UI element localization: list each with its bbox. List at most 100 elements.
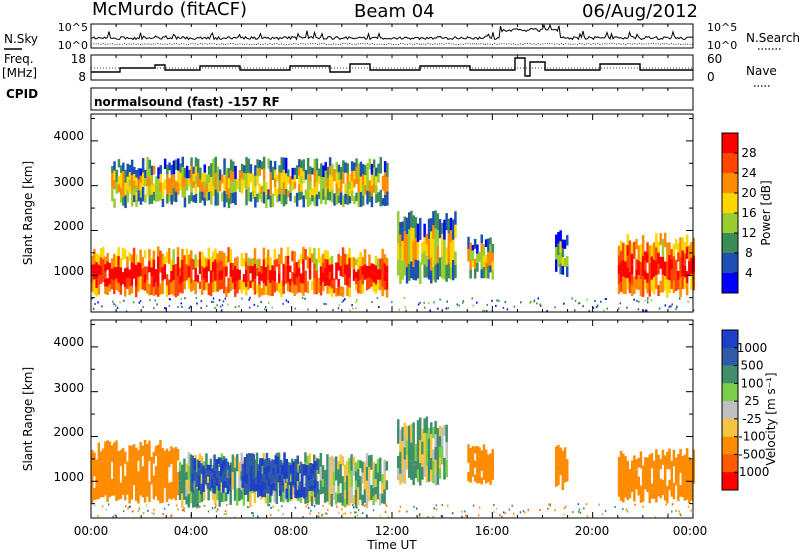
xtick-2000: 20:00 [575, 524, 610, 538]
heatmap-cell [423, 223, 426, 238]
heatmap-cell [427, 460, 431, 471]
heatmap-cell [365, 503, 367, 506]
heatmap-cell [670, 487, 673, 497]
heatmap-cell [467, 453, 470, 463]
heatmap-cell [403, 216, 407, 232]
heatmap-cell [432, 516, 435, 518]
heatmap-cell [159, 173, 162, 183]
heatmap-cell [302, 283, 305, 296]
heatmap-cell [440, 515, 443, 518]
heatmap-cell [308, 258, 312, 269]
heatmap-cell [408, 229, 411, 247]
heatmap-cell [163, 179, 167, 190]
heatmap-cell [130, 270, 134, 278]
heatmap-cell [372, 487, 375, 497]
heatmap-cell [337, 278, 340, 288]
heatmap-cell [549, 503, 551, 506]
heatmap-cell [273, 281, 277, 293]
heatmap-cell [383, 254, 387, 264]
heatmap-cell [412, 241, 415, 254]
heatmap-cell [122, 171, 125, 180]
heatmap-cell [205, 282, 208, 291]
heatmap-cell [216, 253, 219, 263]
heatmap-cell [659, 233, 662, 245]
heatmap-cell [624, 489, 627, 498]
heatmap-cell [117, 282, 120, 292]
heatmap-cell [379, 279, 382, 291]
heatmap-cell [668, 267, 671, 281]
heatmap-cell [348, 489, 351, 506]
heatmap-cell [685, 246, 689, 259]
heatmap-cell [183, 507, 185, 510]
heatmap-cell [190, 175, 193, 184]
heatmap-cell [247, 506, 250, 509]
heatmap-cell [248, 483, 251, 492]
heatmap-cell [484, 262, 488, 271]
heatmap-cell [355, 158, 358, 167]
heatmap-cell [352, 466, 356, 476]
heatmap-cell [307, 470, 310, 476]
heatmap-cell [135, 170, 138, 178]
heatmap-cell [313, 168, 316, 178]
heatmap-cell [617, 245, 621, 256]
heatmap-cell [339, 454, 342, 464]
heatmap-cell [194, 489, 197, 508]
heatmap-cell [421, 253, 424, 265]
heatmap-cell [489, 251, 492, 259]
heatmap-cell [339, 192, 343, 205]
heatmap-cell [397, 431, 400, 444]
heatmap-cell [234, 289, 237, 297]
heatmap-cell [619, 451, 623, 464]
heatmap-cell [281, 475, 284, 481]
heatmap-cell [150, 267, 153, 277]
heatmap-cell [379, 514, 382, 517]
heatmap-cell [306, 190, 310, 207]
heatmap-cell [374, 255, 378, 266]
heatmap-cell [476, 301, 478, 304]
heatmap-cell [655, 449, 658, 467]
heatmap-cell [344, 162, 347, 173]
heatmap-cell [677, 469, 680, 486]
heatmap-cell [298, 159, 301, 168]
heatmap-cell [307, 475, 310, 481]
heatmap-cell [574, 299, 577, 302]
heatmap-cell [674, 457, 678, 472]
heatmap-cell [372, 509, 375, 512]
heatmap-cell [655, 233, 658, 248]
heatmap-cell [281, 464, 284, 470]
heatmap-cell [141, 172, 145, 187]
heatmap-cell [370, 484, 373, 500]
heatmap-cell [361, 461, 364, 473]
heatmap-cell [161, 182, 165, 191]
heatmap-cell [357, 469, 360, 479]
heatmap-cell [364, 174, 367, 185]
heatmap-cell [379, 493, 382, 506]
heatmap-cell [462, 300, 465, 302]
heatmap-cell [348, 267, 351, 278]
heatmap-cell [628, 240, 632, 251]
heatmap-cell [666, 451, 669, 469]
heatmap-cell [690, 242, 693, 258]
heatmap-cell [234, 192, 237, 205]
heatmap-cell [260, 288, 263, 296]
nsky-trace [90, 23, 693, 41]
heatmap-cell [300, 273, 303, 284]
heatmap-cell [114, 304, 117, 307]
heatmap-cell [286, 247, 290, 256]
heatmap-cell [350, 470, 353, 487]
heatmap-cell [252, 454, 255, 467]
heatmap-cell [273, 178, 277, 188]
colorbar-tick-label: 16 [741, 206, 756, 220]
heatmap-cell [176, 286, 180, 296]
heatmap-cell [328, 457, 331, 473]
heatmap-cell [253, 492, 257, 504]
heatmap-cell [307, 506, 310, 509]
heatmap-cell [502, 306, 505, 309]
heatmap-cell [139, 300, 142, 302]
heatmap-cell [223, 266, 226, 280]
heatmap-cell [646, 480, 649, 493]
heatmap-cell [365, 480, 369, 495]
heatmap-cell [110, 258, 114, 269]
heatmap-cell [247, 257, 250, 266]
heatmap-cell [91, 297, 94, 300]
